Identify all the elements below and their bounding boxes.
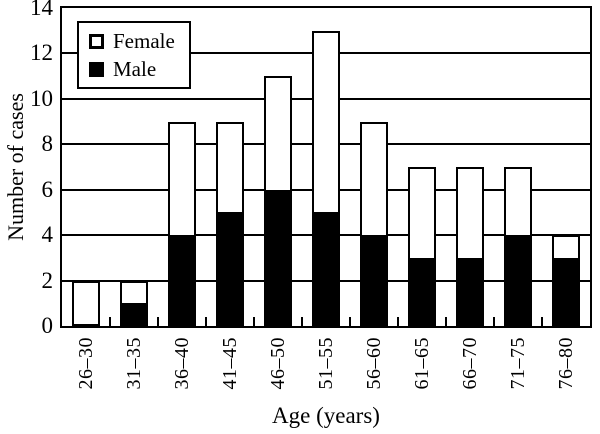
bar-71-75	[504, 167, 532, 326]
legend-item-female: Female	[89, 29, 175, 53]
bar-46-50	[264, 76, 292, 326]
y-tick-label-14: 14	[30, 0, 53, 20]
male-segment	[552, 257, 580, 326]
y-axis-title: Number of cases	[3, 93, 28, 241]
x-axis-title: Age (years)	[272, 403, 380, 428]
x-category-label-31-35: 31–35	[122, 337, 145, 390]
y-tick-label-8: 8	[41, 131, 54, 157]
male-segment	[120, 303, 148, 326]
x-category-label-36-40: 36–40	[170, 337, 193, 390]
legend-label-female: Female	[113, 29, 175, 53]
x-axis-tick	[397, 317, 399, 326]
legend-label-male: Male	[113, 57, 157, 81]
male-segment	[360, 235, 388, 326]
bar-51-55	[312, 30, 340, 326]
x-axis-tick	[493, 317, 495, 326]
bar-76-80	[552, 235, 580, 326]
x-category-label-71-75: 71–75	[506, 337, 529, 390]
bar-41-45	[216, 121, 244, 326]
bar-31-35	[120, 280, 148, 326]
x-category-label-66-70: 66–70	[458, 337, 481, 390]
x-axis-tick	[253, 317, 255, 326]
male-segment	[408, 257, 436, 326]
male-swatch-icon	[89, 61, 104, 77]
x-axis-tick	[541, 317, 543, 326]
x-category-label-51-55: 51–55	[314, 337, 337, 390]
x-axis-tick	[301, 317, 303, 326]
x-category-label-46-50: 46–50	[266, 337, 289, 390]
x-axis-tick	[445, 317, 447, 326]
male-segment	[456, 257, 484, 326]
male-segment	[216, 212, 244, 326]
legend: Female Male	[77, 21, 191, 89]
female-swatch-icon	[89, 33, 104, 49]
bar-66-70	[456, 167, 484, 326]
bar-56-60	[360, 121, 388, 326]
x-axis-tick	[109, 317, 111, 326]
bar-26-30	[72, 280, 100, 326]
x-category-label-76-80: 76–80	[554, 337, 577, 390]
legend-item-male: Male	[89, 57, 175, 81]
y-tick-label-4: 4	[41, 222, 54, 248]
male-segment	[504, 235, 532, 326]
x-axis-tick	[157, 317, 159, 326]
y-tick-label-2: 2	[41, 267, 54, 293]
x-axis-tick	[349, 317, 351, 326]
x-category-label-26-30: 26–30	[74, 337, 97, 390]
bar-61-65	[408, 167, 436, 326]
x-category-label-56-60: 56–60	[362, 337, 385, 390]
y-tick-label-0: 0	[41, 313, 54, 338]
x-category-label-61-65: 61–65	[410, 337, 433, 390]
male-segment	[312, 212, 340, 326]
plot-area: Female Male	[60, 6, 592, 328]
y-tick-label-6: 6	[41, 176, 54, 202]
x-axis-tick	[205, 317, 207, 326]
x-category-label-41-45: 41–45	[218, 337, 241, 390]
male-segment	[264, 189, 292, 326]
y-tick-label-10: 10	[30, 85, 53, 111]
male-segment	[168, 235, 196, 326]
bar-36-40	[168, 121, 196, 326]
y-tick-label-12: 12	[30, 40, 53, 66]
